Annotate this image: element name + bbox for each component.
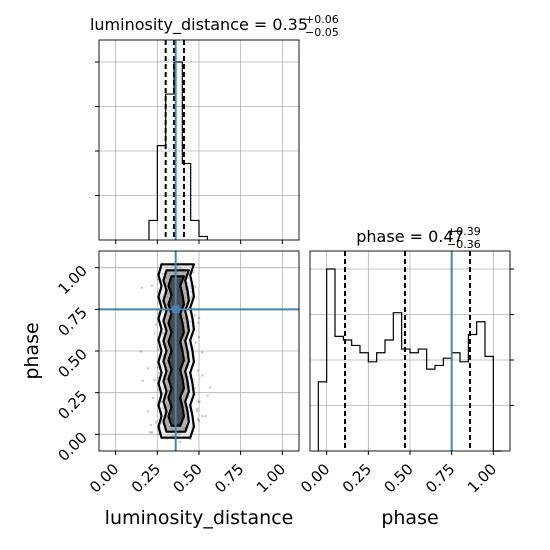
sample-point (204, 414, 207, 418)
sample-point (198, 316, 201, 320)
sample-point (193, 314, 196, 317)
lumdist-title-upper: +0.06 (305, 13, 339, 26)
sample-point (153, 332, 156, 335)
lumdist-title-main: luminosity_distance = 0.35 (90, 15, 308, 35)
phase-x-tick-label: 0.50 (380, 460, 416, 496)
joint-truth-marker (171, 305, 180, 314)
phase-x-tick-label: 0.75 (422, 460, 458, 496)
sample-point (196, 418, 200, 421)
sample-point (194, 341, 197, 344)
sample-point (156, 366, 160, 369)
sample-point (192, 271, 195, 274)
joint-y-tick-label: 1.00 (54, 262, 90, 298)
sample-point (206, 394, 209, 397)
phase-title: phase = 0.47 (356, 227, 463, 246)
sample-point (157, 348, 160, 351)
joint-x-tick-label: 0.25 (128, 460, 164, 496)
sample-point (196, 321, 200, 325)
sample-point (146, 367, 150, 370)
phase-title-main: phase = 0.47 (356, 227, 463, 246)
sample-point (153, 378, 156, 382)
phase-x-tick-labels: 0.00 0.25 0.50 0.75 1.00 (297, 460, 500, 496)
sample-point (197, 419, 201, 422)
joint-x-tick-label: 0.75 (211, 460, 247, 496)
sample-point (141, 379, 144, 382)
joint-y-tick-label: 0.75 (54, 303, 90, 339)
phase-histogram-panel (309, 250, 514, 455)
sample-point (140, 286, 144, 289)
sample-point (195, 409, 199, 413)
sample-point (196, 369, 199, 372)
sample-point (146, 410, 149, 413)
lumdist-histogram-panel (95, 39, 300, 244)
sample-point (154, 421, 158, 424)
sample-point (193, 285, 197, 288)
sample-point (201, 415, 204, 418)
phase-histogram-step (317, 268, 502, 452)
sample-point (149, 423, 153, 427)
joint-y-tick-label: 0.00 (54, 428, 90, 464)
sample-point (198, 400, 201, 403)
sample-point (151, 396, 155, 400)
joint-x-tick-label: 0.00 (86, 460, 122, 496)
joint-density-panel (95, 250, 300, 455)
phase-x-tick-label: 0.25 (339, 460, 375, 496)
y-axis-label: phase (21, 322, 43, 379)
sample-point (150, 284, 153, 287)
sample-point (150, 431, 154, 434)
joint-y-tick-label: 0.25 (54, 387, 90, 423)
x-axis-label: luminosity_distance (105, 507, 294, 529)
joint-y-tick-labels: 0.00 0.25 0.50 0.75 1.00 (54, 262, 90, 465)
joint-y-tick-label: 0.50 (54, 345, 90, 381)
sample-point (178, 440, 182, 444)
sample-point (139, 350, 143, 353)
lumdist-title: luminosity_distance = 0.35 (90, 15, 308, 35)
phase-axis-label: phase (381, 507, 438, 529)
sample-point (200, 351, 204, 354)
sample-point (208, 386, 212, 389)
sample-point (157, 372, 161, 375)
sample-point (201, 374, 204, 377)
sample-point (156, 376, 160, 379)
sample-point (196, 407, 199, 411)
sample-point (154, 323, 158, 326)
sample-point (197, 400, 200, 403)
lumdist-title-lower: −0.05 (305, 26, 339, 39)
phase-title-upper: +0.39 (447, 225, 481, 238)
sample-point (156, 278, 159, 281)
phase-title-lower: −0.36 (447, 238, 481, 251)
joint-x-tick-labels: 0.00 0.25 0.50 0.75 1.00 (86, 460, 289, 496)
lumdist-histogram-step (148, 61, 208, 240)
sample-point (197, 336, 201, 339)
phase-x-tick-label: 1.00 (464, 460, 500, 496)
sample-point (149, 431, 152, 434)
phase-x-tick-label: 0.00 (297, 460, 333, 496)
joint-x-tick-label: 0.50 (169, 460, 205, 496)
joint-x-tick-label: 1.00 (253, 460, 289, 496)
